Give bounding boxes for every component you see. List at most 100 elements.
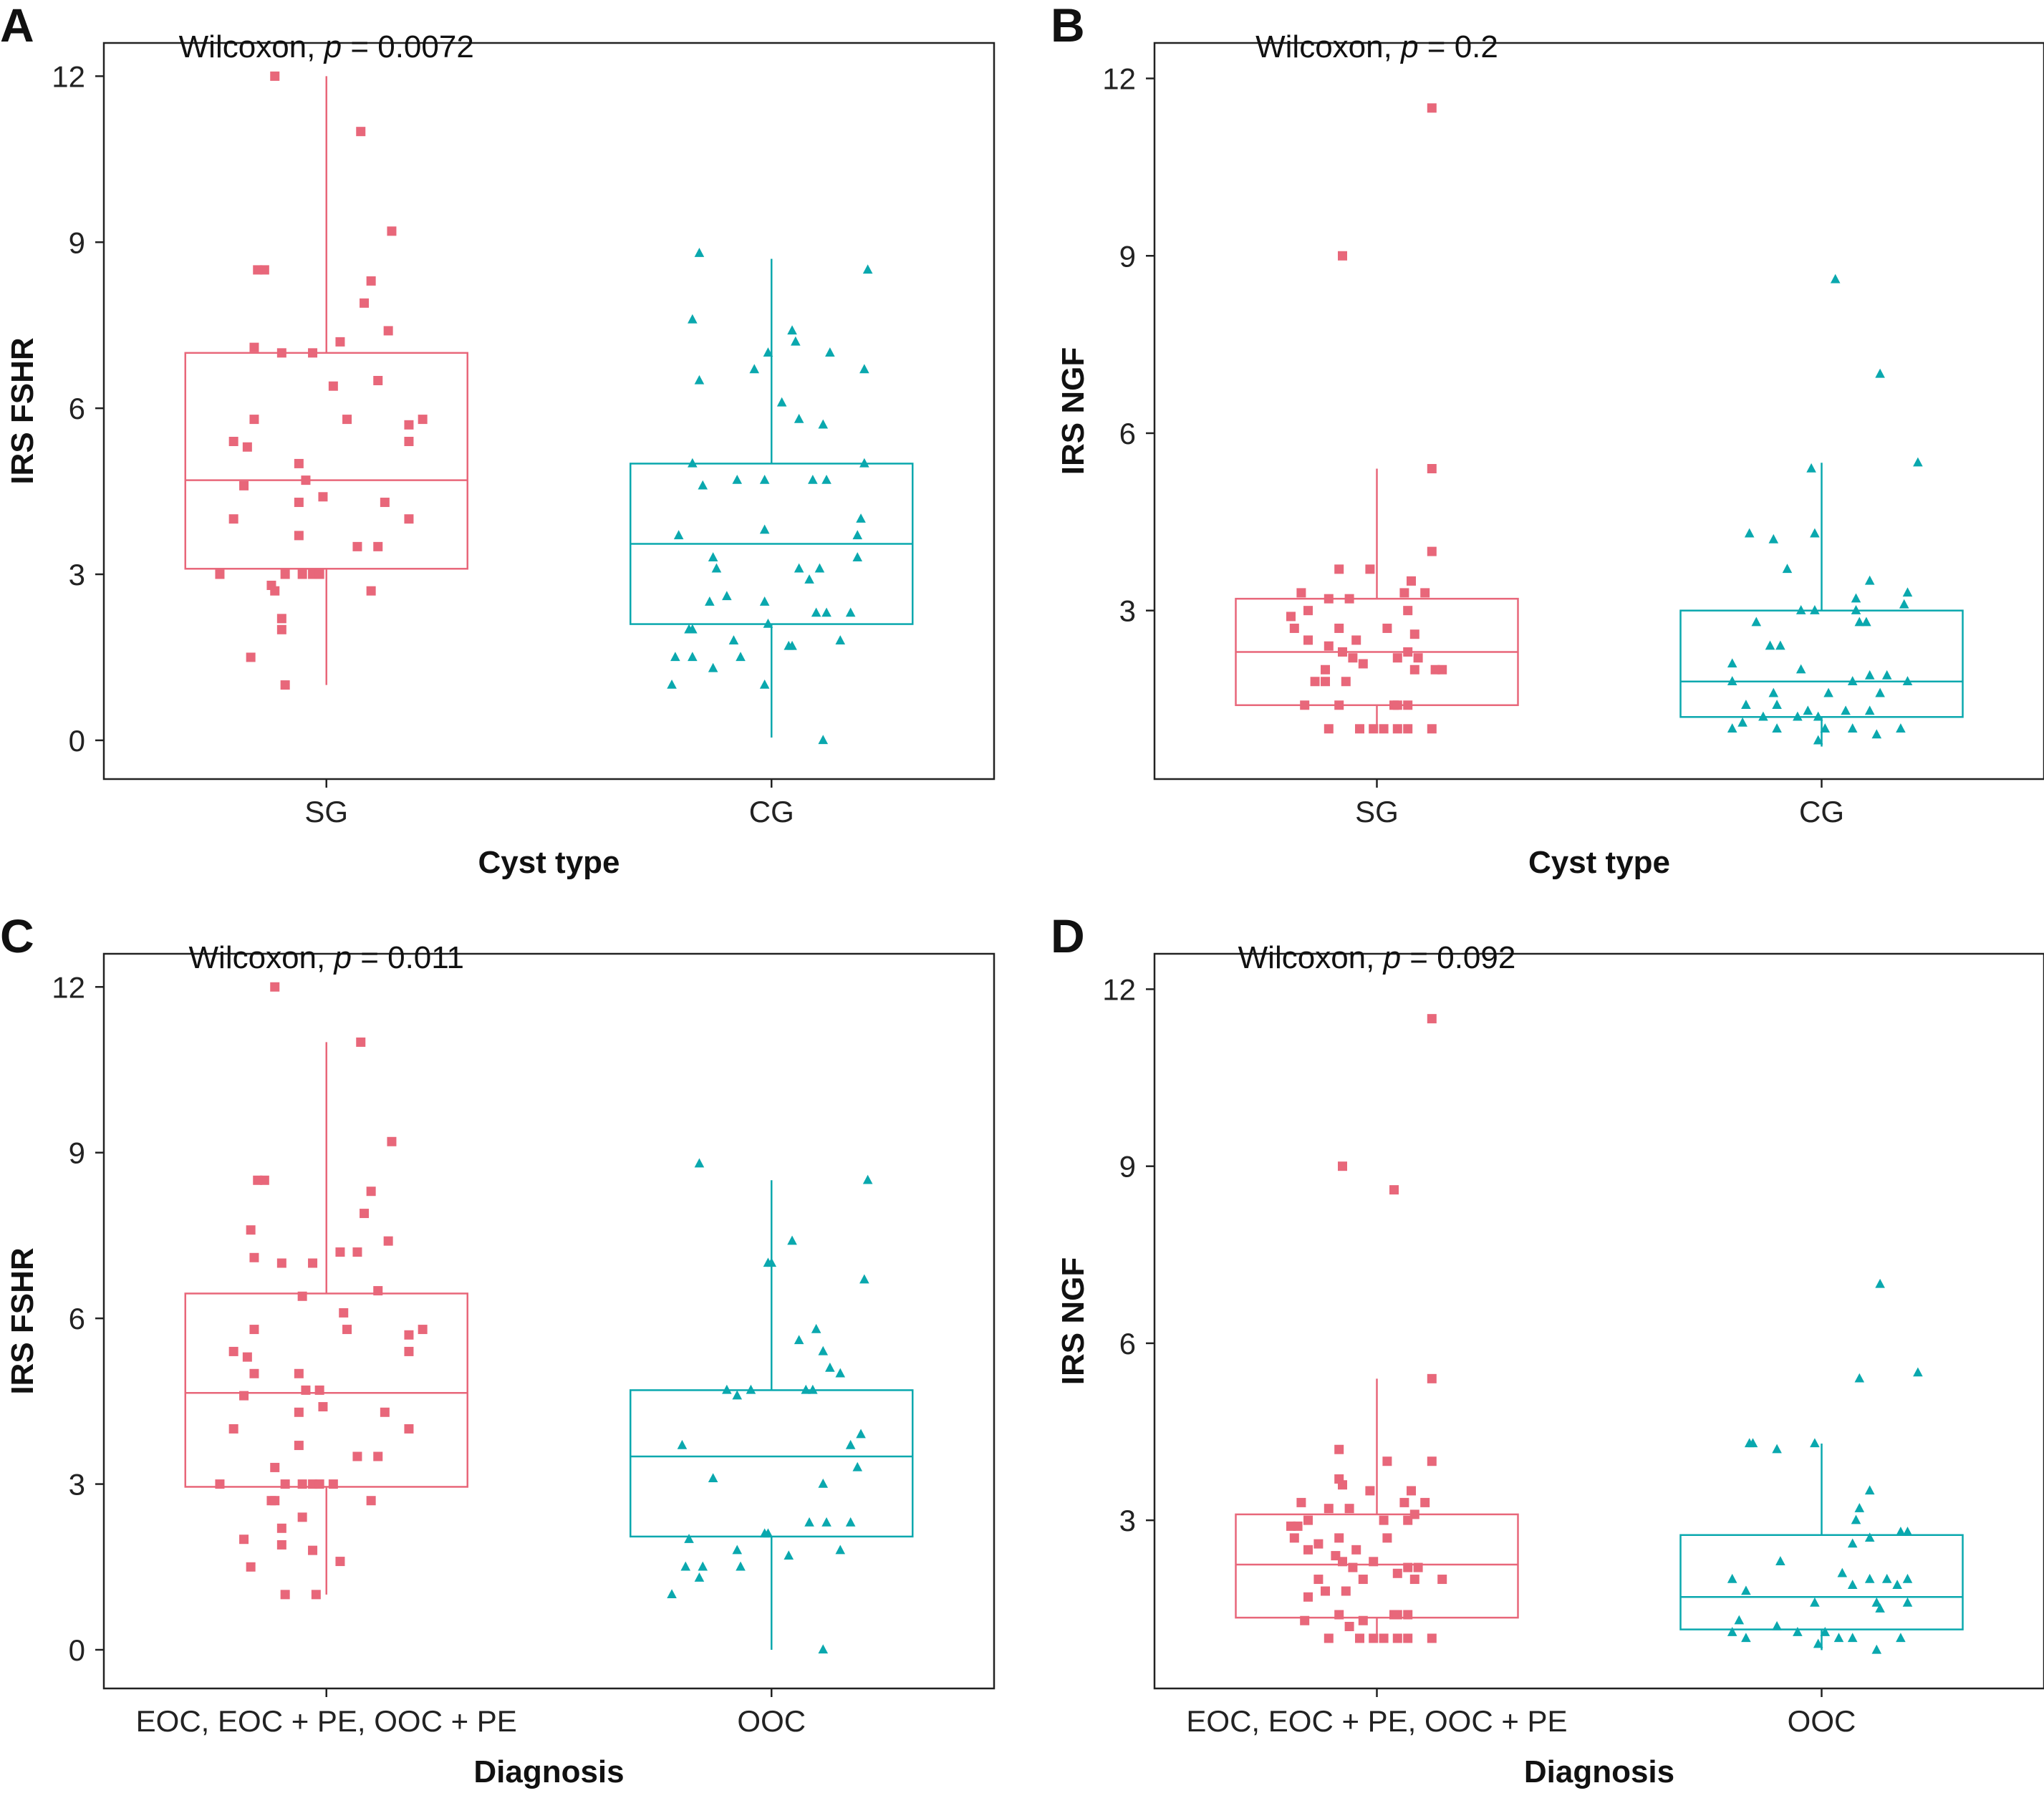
data-point xyxy=(818,419,829,429)
data-point xyxy=(270,1496,280,1506)
plot-frame xyxy=(1153,952,2044,1690)
data-point xyxy=(1847,1580,1858,1589)
data-point xyxy=(776,397,787,407)
data-point xyxy=(1344,1504,1354,1514)
data-point xyxy=(1810,605,1820,614)
data-point xyxy=(763,347,773,357)
data-point xyxy=(673,530,684,540)
data-point xyxy=(1881,670,1892,680)
data-point xyxy=(1427,546,1437,556)
data-point xyxy=(1369,724,1379,734)
data-point xyxy=(249,1325,259,1335)
data-point xyxy=(1741,1585,1751,1595)
data-point xyxy=(1324,641,1334,651)
data-point xyxy=(688,314,698,324)
data-point xyxy=(1303,606,1313,616)
data-point xyxy=(1847,723,1858,733)
data-point xyxy=(1365,564,1375,574)
data-point xyxy=(801,1384,811,1394)
data-point xyxy=(1407,1486,1416,1496)
data-point xyxy=(1813,711,1823,721)
data-point xyxy=(318,1402,328,1412)
data-point xyxy=(276,1523,286,1533)
data-point xyxy=(1427,724,1437,734)
data-point xyxy=(667,1589,677,1599)
data-point xyxy=(1369,1633,1379,1643)
data-point xyxy=(746,1384,756,1394)
data-point xyxy=(680,1561,691,1571)
data-point xyxy=(859,458,869,468)
data-point xyxy=(722,1384,732,1394)
data-point xyxy=(1820,1627,1831,1636)
data-point xyxy=(297,569,307,579)
data-point xyxy=(1355,724,1364,734)
data-point xyxy=(1727,676,1737,685)
data-point xyxy=(1727,1573,1737,1583)
x-tick-label: CG xyxy=(1799,795,1844,828)
data-point xyxy=(845,607,856,617)
data-point xyxy=(1806,463,1816,473)
annotation-p-value: = 0.011 xyxy=(352,940,464,975)
data-point xyxy=(1902,1597,1913,1607)
annotation-test: Wilcoxon, xyxy=(1255,29,1401,64)
data-point xyxy=(1344,1621,1354,1631)
data-point xyxy=(1338,647,1347,657)
data-point xyxy=(1851,1514,1861,1524)
data-point xyxy=(1854,1502,1865,1512)
data-point xyxy=(845,1517,856,1527)
data-point xyxy=(1871,1597,1882,1607)
data-point xyxy=(684,1534,694,1543)
data-point xyxy=(1303,635,1313,645)
data-point xyxy=(418,415,428,425)
data-point xyxy=(1772,1620,1782,1630)
panel-letter: D xyxy=(1051,909,1085,962)
data-point xyxy=(1392,700,1402,710)
data-point xyxy=(308,1545,318,1555)
data-point xyxy=(1321,677,1330,687)
data-point xyxy=(1751,617,1762,627)
data-point xyxy=(314,569,324,579)
data-point xyxy=(1409,1575,1419,1585)
data-point xyxy=(294,498,304,508)
data-point xyxy=(1365,1486,1375,1496)
y-tick-label: 9 xyxy=(69,1136,85,1170)
data-point xyxy=(1741,700,1751,709)
box-iqr xyxy=(184,1292,468,1488)
annotation-p-symbol: p xyxy=(1399,29,1418,64)
data-point xyxy=(1795,605,1806,614)
data-point xyxy=(1734,1615,1745,1625)
panel-letter: C xyxy=(0,909,34,962)
data-point xyxy=(1782,564,1793,574)
data-point xyxy=(818,735,829,745)
data-point xyxy=(1403,647,1413,657)
data-point xyxy=(1775,640,1785,650)
data-point xyxy=(1875,368,1885,378)
data-point xyxy=(1358,1615,1368,1625)
data-point xyxy=(1303,1545,1313,1555)
data-point xyxy=(1399,588,1409,598)
data-point xyxy=(1403,1515,1413,1525)
data-point xyxy=(1772,1444,1782,1454)
data-point xyxy=(759,474,770,484)
data-point xyxy=(1289,1533,1299,1543)
data-point xyxy=(825,347,835,357)
data-point xyxy=(1881,1573,1892,1583)
data-point xyxy=(1427,464,1437,474)
data-point xyxy=(1427,1373,1437,1383)
data-point xyxy=(1810,1597,1820,1607)
data-point xyxy=(787,640,797,650)
data-point xyxy=(1324,724,1334,734)
data-point xyxy=(859,1274,869,1284)
data-point xyxy=(1324,1633,1334,1643)
y-axis-title: IRS FSHR xyxy=(5,337,40,484)
wilcoxon-annotation: Wilcoxon, p = 0.2 xyxy=(1255,29,1498,64)
data-point xyxy=(1321,664,1330,675)
data-point xyxy=(246,652,256,662)
data-point xyxy=(1864,1532,1875,1542)
data-point xyxy=(1902,1526,1913,1536)
box-iqr xyxy=(1679,609,1964,718)
data-point xyxy=(1382,623,1392,633)
data-point xyxy=(825,1362,835,1372)
data-point xyxy=(1837,1567,1848,1577)
series-group2 xyxy=(1679,274,1964,747)
